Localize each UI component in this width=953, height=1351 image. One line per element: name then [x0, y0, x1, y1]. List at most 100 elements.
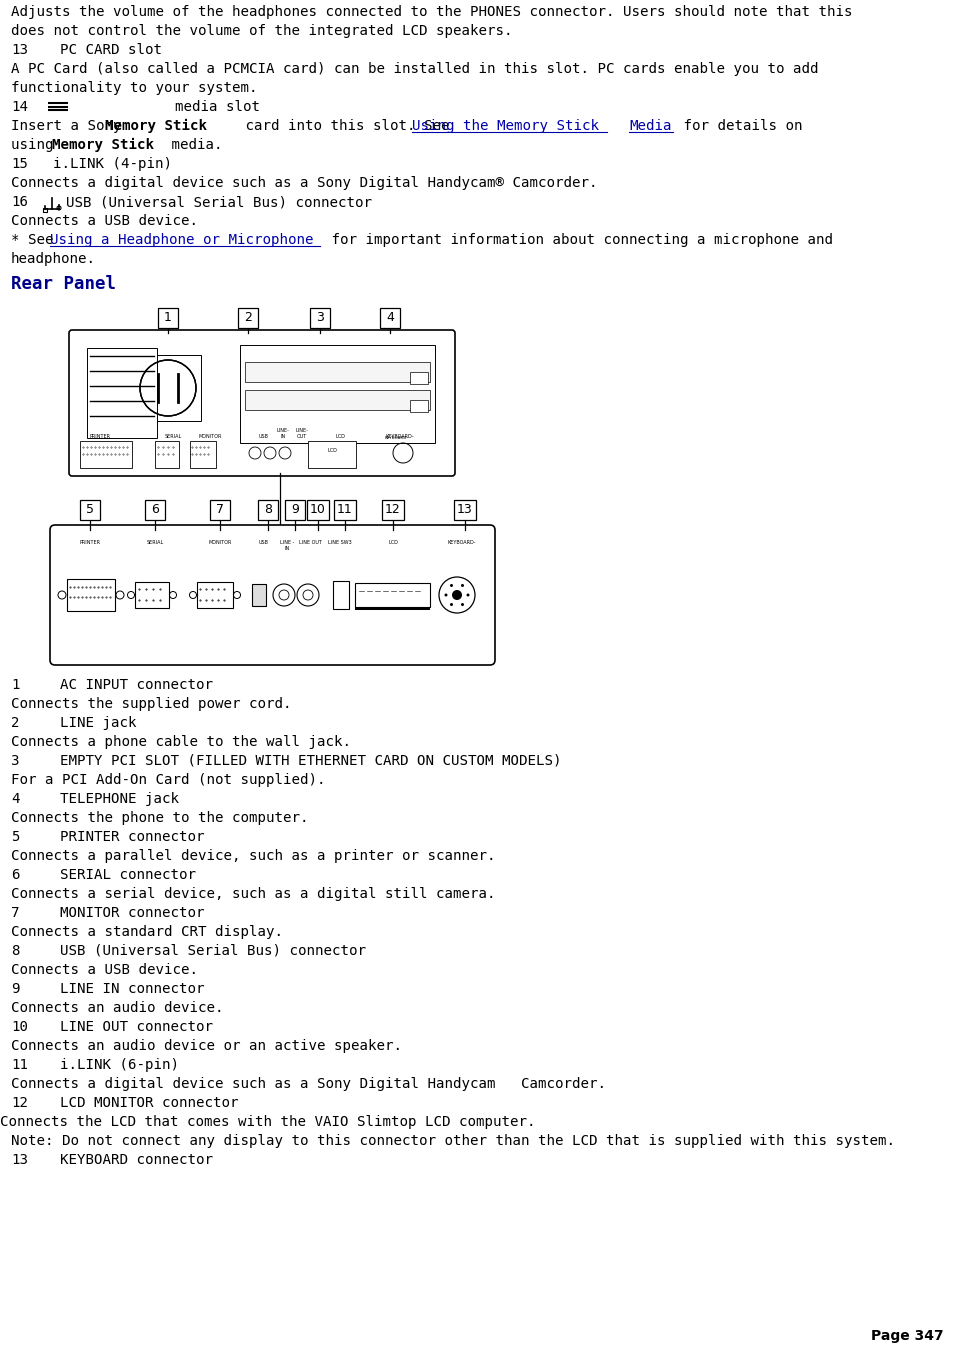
- Text: For a PCI Add-On Card (not supplied).: For a PCI Add-On Card (not supplied).: [11, 773, 325, 788]
- Text: 12: 12: [385, 503, 400, 516]
- Text: i.LINK (6-pin): i.LINK (6-pin): [60, 1058, 179, 1071]
- Circle shape: [460, 603, 463, 607]
- Text: KEYBOARD-: KEYBOARD-: [385, 434, 414, 439]
- Text: Connects the LCD that comes with the VAIO Slimtop LCD computer.: Connects the LCD that comes with the VAI…: [0, 1115, 535, 1129]
- Text: USB: USB: [258, 434, 269, 439]
- Text: SERIAL connector: SERIAL connector: [60, 867, 195, 882]
- Bar: [87, 349, 157, 438]
- Text: 10: 10: [310, 503, 326, 516]
- Bar: [245, 362, 430, 382]
- Bar: [333, 581, 349, 609]
- Bar: [381, 500, 403, 520]
- Bar: [252, 584, 266, 607]
- Text: 6: 6: [11, 867, 19, 882]
- Bar: [80, 440, 132, 467]
- Bar: [310, 308, 330, 328]
- Text: TELEPHONE jack: TELEPHONE jack: [60, 792, 179, 807]
- Text: Connects a digital device such as a Sony Digital Handycam   Camcorder.: Connects a digital device such as a Sony…: [11, 1077, 605, 1092]
- Text: 3: 3: [11, 754, 19, 767]
- Bar: [67, 580, 115, 611]
- Text: 15: 15: [11, 157, 28, 172]
- Text: headphone.: headphone.: [11, 253, 96, 266]
- Bar: [240, 345, 435, 443]
- Text: 10: 10: [11, 1020, 28, 1034]
- Text: Connects the supplied power cord.: Connects the supplied power cord.: [11, 697, 292, 711]
- Bar: [190, 440, 215, 467]
- Text: USB: USB: [258, 540, 269, 544]
- Text: LCD: LCD: [327, 449, 336, 454]
- Text: Using a Headphone or Microphone: Using a Headphone or Microphone: [50, 232, 314, 247]
- Text: Connects an audio device.: Connects an audio device.: [11, 1001, 223, 1015]
- Text: LINE OUT connector: LINE OUT connector: [60, 1020, 213, 1034]
- Text: for important information about connecting a microphone and: for important information about connecti…: [323, 232, 832, 247]
- Text: SERIAL: SERIAL: [146, 540, 164, 544]
- Text: Connects a parallel device, such as a printer or scanner.: Connects a parallel device, such as a pr…: [11, 848, 495, 863]
- FancyBboxPatch shape: [50, 526, 495, 665]
- Bar: [154, 440, 179, 467]
- Text: Memory Stick: Memory Stick: [105, 119, 207, 134]
- Text: 7: 7: [11, 907, 19, 920]
- Text: PRINTER: PRINTER: [90, 434, 111, 439]
- Text: USB (Universal Serial Bus) connector: USB (Universal Serial Bus) connector: [60, 944, 366, 958]
- Text: Using the Memory Stick: Using the Memory Stick: [412, 119, 598, 132]
- Text: Note: Do not connect any display to this connector other than the LCD that is su: Note: Do not connect any display to this…: [11, 1133, 894, 1148]
- Bar: [135, 355, 201, 422]
- Text: 13: 13: [11, 1152, 28, 1167]
- Bar: [308, 440, 355, 467]
- Text: LINE jack: LINE jack: [60, 716, 136, 730]
- Text: PRINTER connector: PRINTER connector: [60, 830, 204, 844]
- Bar: [43, 208, 47, 212]
- Text: Connects a phone cable to the wall jack.: Connects a phone cable to the wall jack.: [11, 735, 351, 748]
- Text: functionality to your system.: functionality to your system.: [11, 81, 257, 95]
- Text: 8: 8: [11, 944, 19, 958]
- Text: 6: 6: [151, 503, 159, 516]
- Text: 3: 3: [315, 311, 324, 324]
- Text: 8: 8: [264, 503, 272, 516]
- Text: Connects a USB device.: Connects a USB device.: [11, 213, 198, 228]
- Circle shape: [466, 593, 469, 597]
- Text: 4: 4: [11, 792, 19, 807]
- Bar: [237, 308, 257, 328]
- Text: AC INPUT connector: AC INPUT connector: [60, 678, 213, 692]
- Text: Insert a Sony: Insert a Sony: [11, 119, 130, 132]
- Circle shape: [452, 590, 461, 600]
- Text: LINE-
IN: LINE- IN: [276, 428, 289, 439]
- Text: LCD MONITOR connector: LCD MONITOR connector: [60, 1096, 238, 1111]
- Text: PC CARD slot: PC CARD slot: [60, 43, 162, 57]
- Text: Connects a digital device such as a Sony Digital Handycam® Camcorder.: Connects a digital device such as a Sony…: [11, 176, 597, 190]
- Text: i.LINK (4-pin): i.LINK (4-pin): [53, 157, 172, 172]
- Text: MONITOR: MONITOR: [208, 540, 232, 544]
- Text: 9: 9: [11, 982, 19, 996]
- Text: Connects an audio device or an active speaker.: Connects an audio device or an active sp…: [11, 1039, 401, 1052]
- Text: KEYBOARD connector: KEYBOARD connector: [60, 1152, 213, 1167]
- Text: 7: 7: [215, 503, 224, 516]
- Text: Connects a USB device.: Connects a USB device.: [11, 963, 198, 977]
- Text: MONITOR: MONITOR: [198, 434, 221, 439]
- Text: EMPTY PCI SLOT (FILLED WITH ETHERNET CARD ON CUSTOM MODELS): EMPTY PCI SLOT (FILLED WITH ETHERNET CAR…: [60, 754, 561, 767]
- Text: Media: Media: [628, 119, 671, 132]
- Bar: [245, 390, 430, 409]
- Bar: [257, 500, 277, 520]
- Text: 1: 1: [164, 311, 172, 324]
- Text: * See: * See: [11, 232, 62, 247]
- Text: MONITOR connector: MONITOR connector: [60, 907, 204, 920]
- Bar: [80, 500, 100, 520]
- Text: 2: 2: [11, 716, 19, 730]
- Bar: [285, 500, 305, 520]
- Text: KEYBOARD-: KEYBOARD-: [447, 540, 476, 544]
- Text: Rear Panel: Rear Panel: [11, 276, 116, 293]
- Text: card into this slot. See: card into this slot. See: [220, 119, 457, 132]
- Bar: [334, 500, 355, 520]
- Bar: [410, 372, 428, 384]
- Text: PRINTER: PRINTER: [79, 540, 100, 544]
- Text: Memory Stick: Memory Stick: [52, 138, 153, 153]
- Text: LCD: LCD: [335, 434, 345, 439]
- Bar: [410, 400, 428, 412]
- Text: 12: 12: [11, 1096, 28, 1111]
- Text: Connects a serial device, such as a digital still camera.: Connects a serial device, such as a digi…: [11, 888, 495, 901]
- Text: LCD: LCD: [388, 540, 397, 544]
- Text: Page 347: Page 347: [870, 1329, 943, 1343]
- Text: KEYBOARD: KEYBOARD: [385, 436, 407, 440]
- Circle shape: [460, 584, 463, 586]
- Text: LINE SW3: LINE SW3: [328, 540, 352, 544]
